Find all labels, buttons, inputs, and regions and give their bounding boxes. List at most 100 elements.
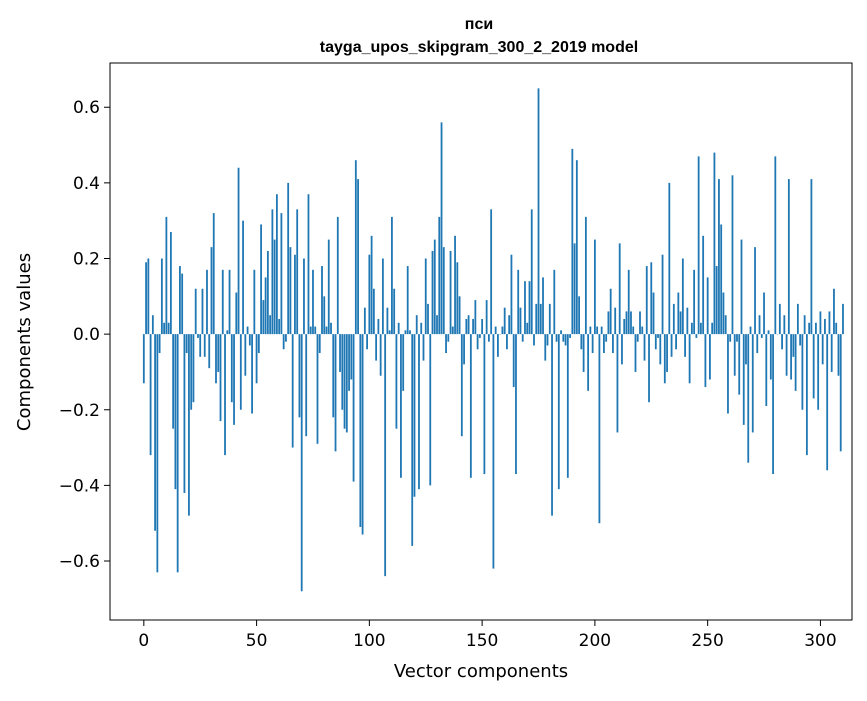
bar xyxy=(614,308,616,334)
x-tick-label: 200 xyxy=(579,631,611,651)
bar xyxy=(350,334,352,379)
bar xyxy=(359,334,361,527)
x-axis-label: Vector components xyxy=(394,661,568,682)
bar xyxy=(235,293,237,335)
bar xyxy=(578,296,580,334)
bar xyxy=(497,334,499,357)
bar xyxy=(495,327,497,335)
bar xyxy=(666,334,668,372)
bar xyxy=(508,315,510,334)
bar xyxy=(429,334,431,485)
bar xyxy=(781,334,783,349)
bar xyxy=(822,334,824,364)
bar xyxy=(301,334,303,591)
bar xyxy=(371,236,373,334)
bar xyxy=(364,308,366,334)
bar xyxy=(680,311,682,334)
bar xyxy=(308,194,310,334)
bar xyxy=(265,277,267,334)
bar xyxy=(247,327,249,335)
bar xyxy=(592,334,594,353)
bar xyxy=(526,323,528,334)
bar xyxy=(238,168,240,334)
bar xyxy=(671,334,673,357)
bar xyxy=(165,217,167,334)
x-tick-label: 0 xyxy=(138,631,149,651)
bar xyxy=(425,259,427,335)
bar xyxy=(655,334,657,349)
bar xyxy=(341,334,343,410)
bar xyxy=(161,259,163,335)
bar xyxy=(569,334,571,338)
bar xyxy=(603,334,605,353)
bar xyxy=(770,334,772,379)
bar xyxy=(599,334,601,523)
bar xyxy=(517,270,519,334)
bar xyxy=(443,247,445,334)
bar xyxy=(635,334,637,372)
bar xyxy=(542,277,544,334)
bar xyxy=(824,319,826,334)
bar xyxy=(193,334,195,402)
bar xyxy=(418,334,420,489)
bar xyxy=(262,300,264,334)
bar xyxy=(596,327,598,335)
bar xyxy=(711,323,713,334)
bar xyxy=(186,334,188,353)
bar xyxy=(567,334,569,478)
bar xyxy=(373,289,375,334)
bar xyxy=(520,308,522,334)
bar xyxy=(222,270,224,334)
bar xyxy=(362,334,364,534)
bar xyxy=(231,334,233,402)
bar xyxy=(799,334,801,345)
bar xyxy=(202,289,204,334)
x-tick-label: 300 xyxy=(804,631,836,651)
bar xyxy=(804,315,806,334)
x-tick-label: 250 xyxy=(691,631,723,651)
bar xyxy=(695,334,697,338)
bar xyxy=(303,259,305,335)
bar xyxy=(407,266,409,334)
bar xyxy=(337,217,339,334)
bar xyxy=(619,243,621,334)
bar xyxy=(398,323,400,334)
bar xyxy=(729,334,731,342)
bar xyxy=(759,315,761,334)
bar xyxy=(646,266,648,334)
bar xyxy=(393,289,395,334)
bar xyxy=(772,334,774,474)
bar xyxy=(427,304,429,334)
bar xyxy=(391,217,393,334)
bar xyxy=(175,334,177,489)
bar xyxy=(668,183,670,334)
bar xyxy=(829,311,831,334)
bar xyxy=(583,334,585,372)
bar xyxy=(538,88,540,334)
bar xyxy=(639,311,641,334)
bar xyxy=(204,334,206,357)
bar xyxy=(330,323,332,334)
bar xyxy=(677,293,679,335)
bar xyxy=(396,334,398,429)
bar xyxy=(698,156,700,334)
bar xyxy=(368,255,370,334)
bar xyxy=(348,334,350,391)
bar xyxy=(605,334,607,342)
bar xyxy=(251,334,253,413)
bar xyxy=(260,224,262,334)
bar xyxy=(215,334,217,383)
bar xyxy=(389,330,391,334)
bar xyxy=(267,251,269,334)
bar xyxy=(461,334,463,436)
bar xyxy=(152,315,154,334)
bar xyxy=(488,334,490,342)
bar xyxy=(168,323,170,334)
bar xyxy=(621,334,623,364)
y-tick-label: −0.4 xyxy=(59,476,100,496)
bar xyxy=(242,221,244,334)
bar xyxy=(754,247,756,334)
bar xyxy=(377,319,379,334)
bar xyxy=(817,334,819,410)
bar xyxy=(659,334,661,364)
